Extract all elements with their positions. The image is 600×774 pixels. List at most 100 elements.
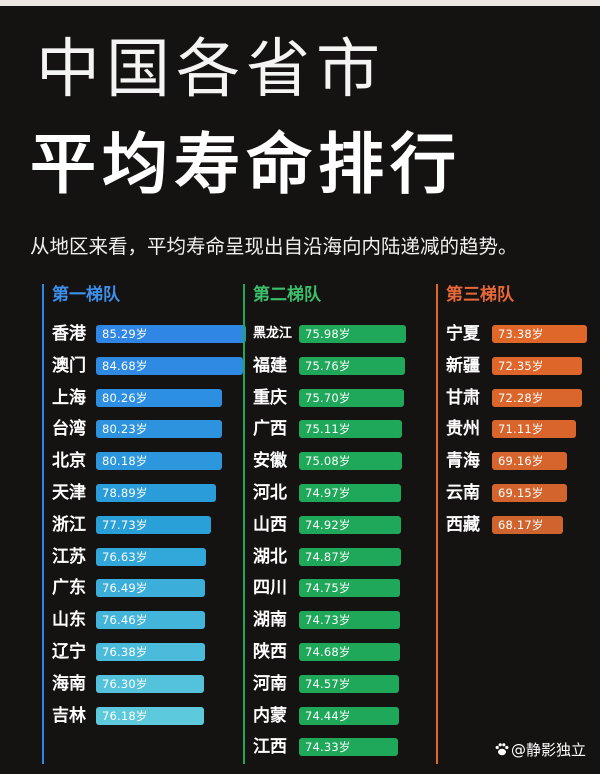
value-label: 85.29岁 [102, 327, 148, 341]
region-label: 宁夏 [446, 324, 480, 344]
value-bar: 76.18岁 [96, 706, 204, 725]
region-label: 重庆 [253, 387, 287, 408]
region-label: 四川 [253, 578, 287, 599]
value-label: 69.15岁 [498, 486, 544, 500]
value-bar: 85.29岁 [96, 325, 246, 343]
region-label: 浙江 [52, 514, 86, 535]
region-label: 湖南 [253, 610, 287, 631]
value-bar: 76.46岁 [96, 611, 205, 630]
value-label: 76.18岁 [102, 708, 148, 723]
region-label: 陕西 [253, 642, 287, 662]
value-bar: 75.11岁 [299, 420, 402, 439]
tier-heading: 第一梯队 [52, 285, 120, 305]
region-label: 江西 [253, 737, 287, 758]
value-bar: 80.18岁 [96, 452, 223, 471]
region-label: 内蒙 [253, 705, 287, 726]
subtitle: 从地区来看，平均寿命呈现出自沿海向内陆递减的趋势。 [30, 235, 518, 258]
value-label: 76.46岁 [102, 613, 148, 628]
value-bar: 77.73岁 [96, 515, 211, 534]
tier-divider [436, 284, 438, 764]
value-bar: 74.92岁 [299, 515, 401, 534]
region-label: 福建 [253, 355, 287, 376]
value-label: 74.73岁 [305, 613, 351, 628]
region-label: 广东 [52, 578, 86, 599]
region-label: 新疆 [446, 355, 480, 376]
region-label: 辽宁 [52, 642, 86, 662]
tier-divider [243, 284, 245, 764]
value-bar: 74.75岁 [299, 579, 401, 598]
value-label: 77.73岁 [102, 517, 148, 532]
top-strip [0, 0, 600, 6]
value-label: 80.26岁 [102, 390, 148, 405]
value-label: 68.17岁 [498, 517, 544, 532]
region-label: 海南 [52, 673, 86, 694]
region-label: 北京 [52, 451, 86, 472]
paw-icon [495, 743, 509, 756]
region-label: 天津 [52, 483, 86, 503]
value-label: 72.35岁 [498, 358, 544, 373]
value-label: 75.98岁 [305, 327, 351, 341]
watermark-text: @静影独立 [510, 741, 586, 759]
region-label: 香港 [52, 324, 86, 344]
region-label: 河南 [253, 673, 287, 694]
value-bar: 76.30岁 [96, 674, 205, 693]
value-label: 75.76岁 [305, 358, 351, 373]
region-label: 安徽 [253, 451, 287, 472]
tier-heading: 第二梯队 [253, 285, 321, 305]
region-label: 贵州 [446, 419, 480, 440]
title-line-2: 平均寿命排行 [30, 126, 462, 203]
value-label: 84.68岁 [102, 358, 148, 373]
value-label: 74.33岁 [305, 740, 351, 755]
value-label: 69.16岁 [498, 454, 544, 469]
value-bar: 84.68岁 [96, 356, 243, 375]
value-bar: 74.57岁 [299, 674, 400, 693]
value-bar: 76.49岁 [96, 579, 206, 598]
value-bar: 69.15岁 [492, 484, 568, 502]
value-label: 74.44岁 [305, 708, 351, 723]
value-label: 74.87岁 [305, 549, 351, 564]
value-label: 76.30岁 [102, 676, 148, 691]
region-label: 江苏 [52, 546, 86, 567]
value-bar: 74.87岁 [299, 547, 401, 566]
value-bar: 71.11岁 [492, 420, 577, 439]
value-bar: 73.38岁 [492, 325, 587, 343]
value-label: 75.70岁 [305, 390, 351, 405]
value-bar: 75.70岁 [299, 388, 405, 407]
value-label: 80.18岁 [102, 454, 148, 469]
value-bar: 68.17岁 [492, 515, 563, 534]
region-label: 云南 [446, 483, 480, 503]
value-bar: 80.23岁 [96, 420, 223, 439]
value-bar: 80.26岁 [96, 388, 223, 407]
value-bar: 74.68岁 [299, 643, 400, 661]
region-label: 上海 [52, 387, 86, 408]
value-label: 74.57岁 [305, 676, 351, 691]
region-label: 山西 [253, 514, 287, 535]
region-label: 广西 [253, 419, 287, 440]
value-label: 74.68岁 [305, 645, 351, 659]
tier-divider [42, 284, 44, 764]
value-label: 76.49岁 [102, 581, 148, 596]
value-label: 73.38岁 [498, 327, 544, 341]
value-label: 76.63岁 [102, 549, 148, 564]
value-bar: 69.16岁 [492, 452, 568, 471]
region-label: 青海 [446, 451, 480, 472]
title-line-1: 中国各省市 [36, 33, 386, 107]
region-label: 台湾 [52, 419, 86, 440]
region-label: 山东 [52, 610, 86, 631]
value-label: 71.11岁 [498, 422, 544, 437]
watermark: @静影独立 [494, 738, 586, 762]
value-label: 75.11岁 [305, 422, 351, 437]
value-bar: 72.35岁 [492, 356, 582, 375]
region-label: 西藏 [446, 514, 480, 535]
value-label: 80.23岁 [102, 422, 148, 437]
value-bar: 76.63岁 [96, 547, 206, 566]
tier-heading: 第三梯队 [446, 285, 514, 305]
value-bar: 75.98岁 [299, 325, 406, 343]
value-bar: 74.33岁 [299, 738, 399, 757]
value-label: 74.97岁 [305, 486, 351, 500]
region-label: 河北 [253, 483, 287, 503]
value-bar: 74.97岁 [299, 484, 402, 502]
value-bar: 74.73岁 [299, 611, 400, 630]
value-label: 74.92岁 [305, 517, 351, 532]
region-label: 吉林 [52, 705, 86, 726]
